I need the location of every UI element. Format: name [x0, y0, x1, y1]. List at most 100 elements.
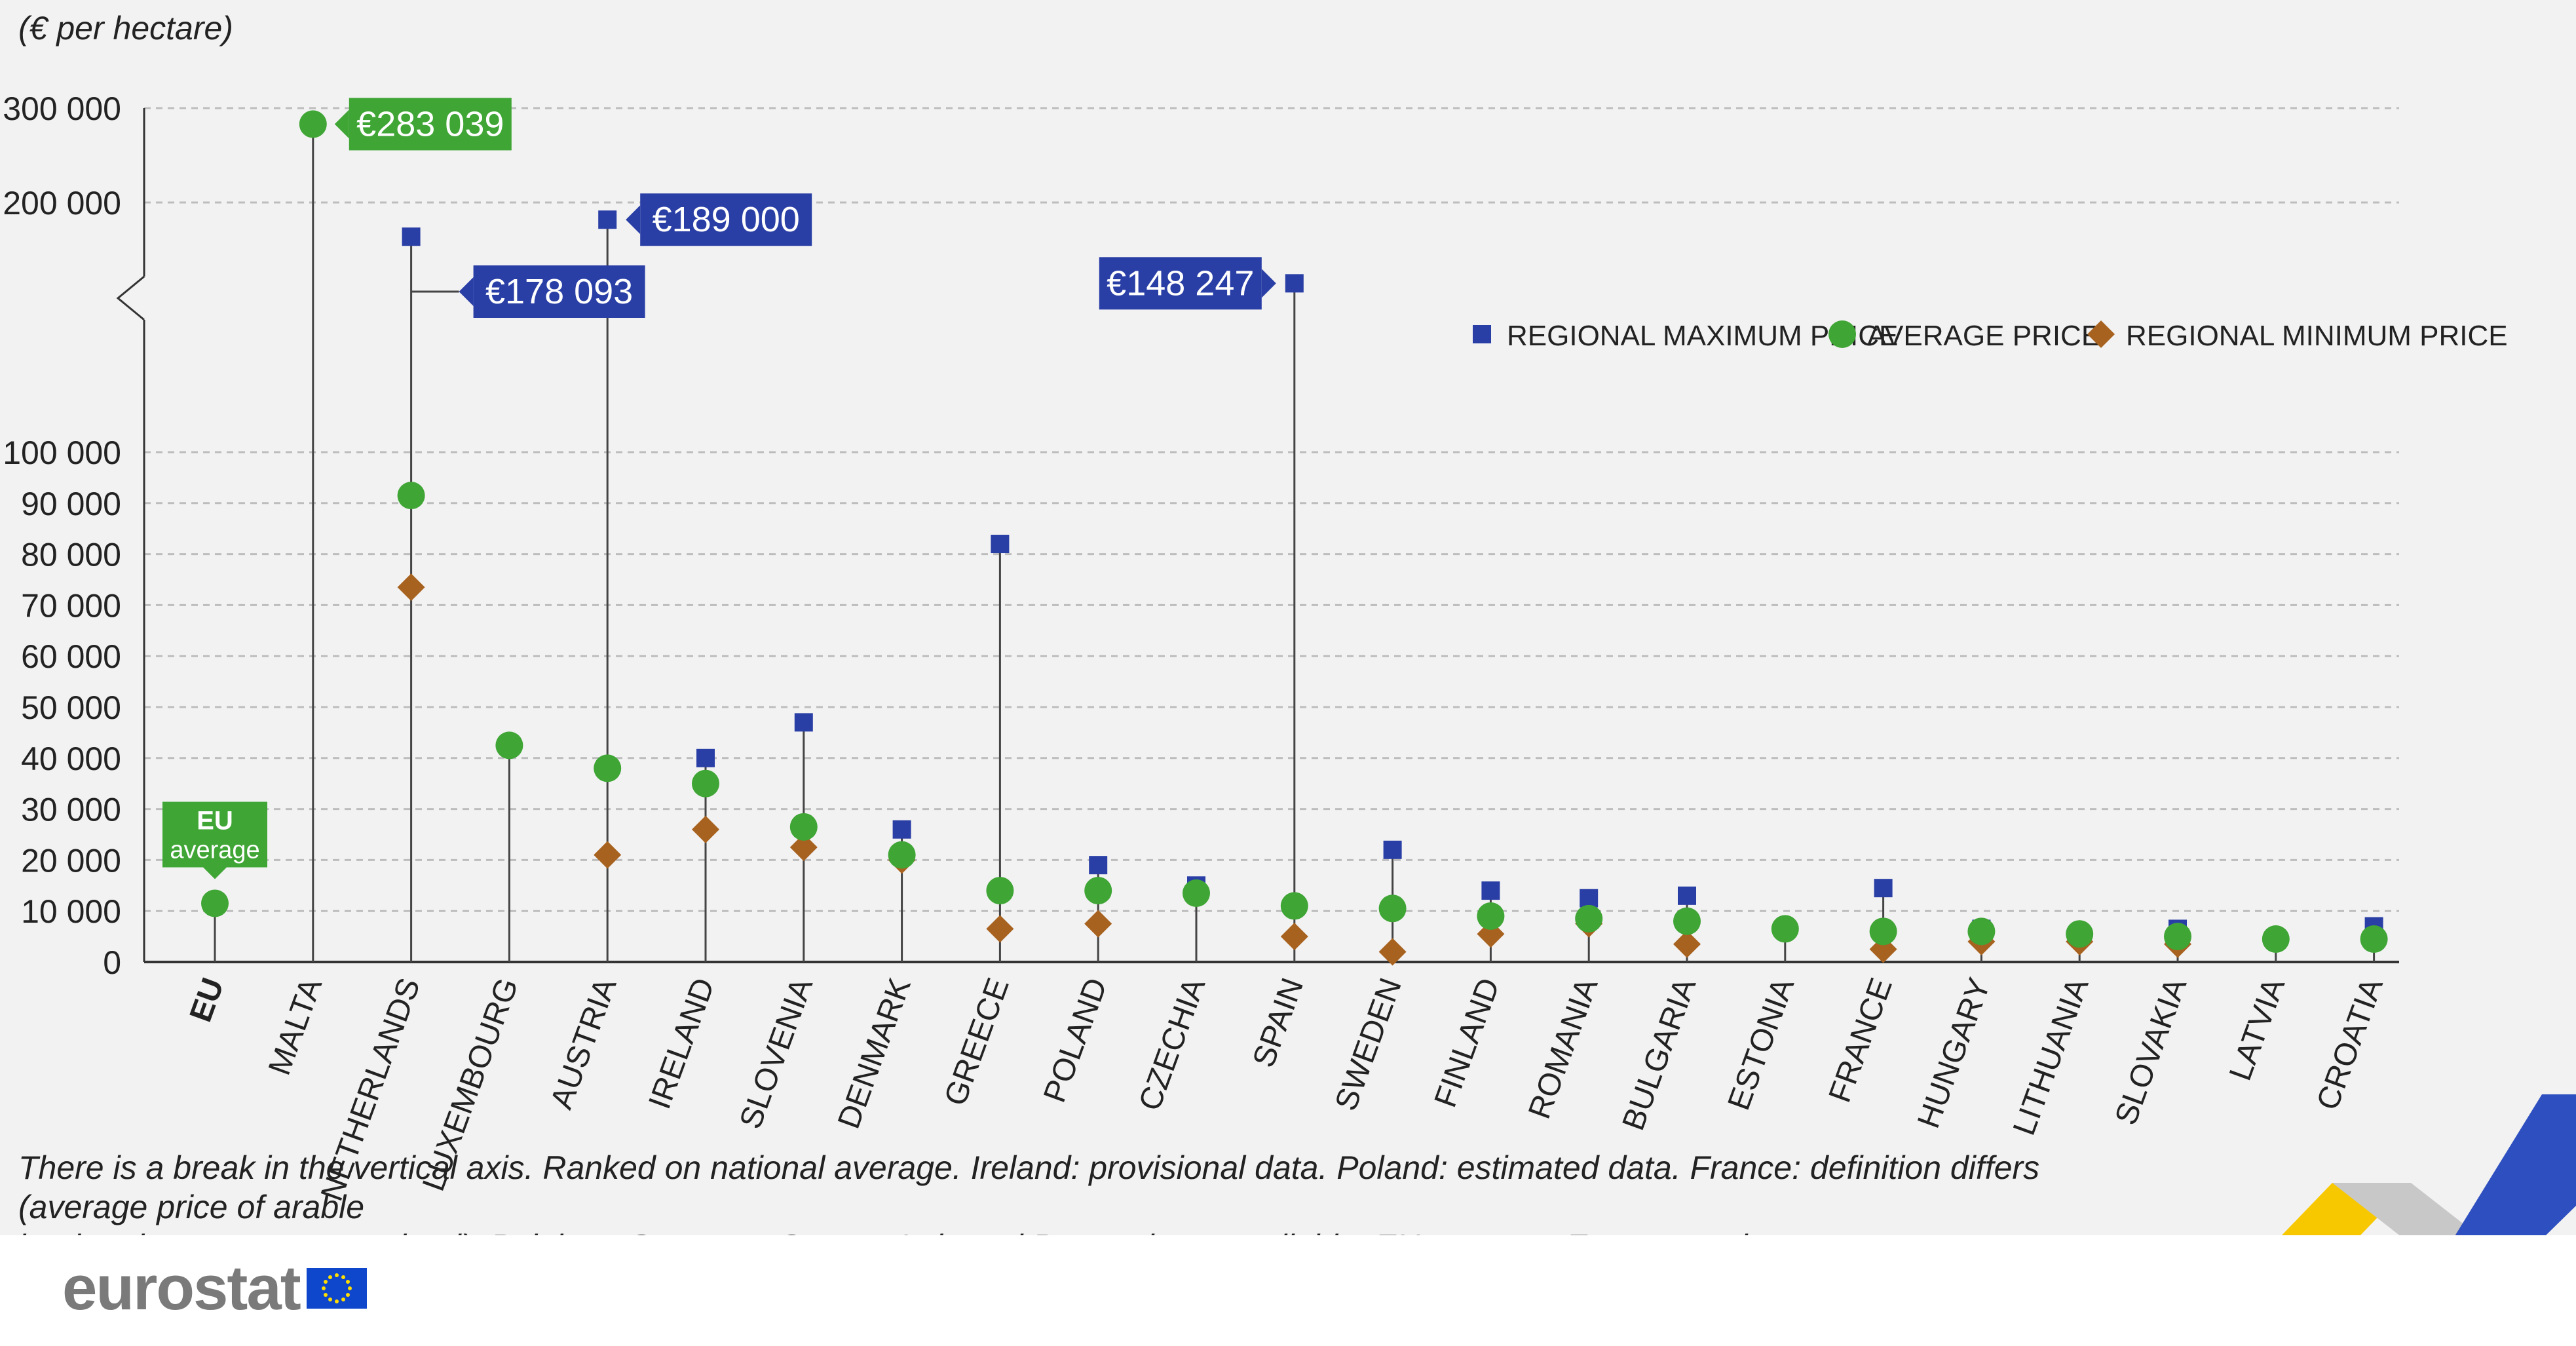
callout-text: €178 093: [485, 272, 633, 311]
y-tick-label: 60 000: [21, 638, 121, 675]
average-price-marker: [201, 889, 229, 917]
value-callout: €189 000: [626, 193, 812, 246]
y-tick-label: 300 000: [3, 90, 121, 127]
average-price-marker: [1575, 904, 1603, 933]
x-tick-label: AUSTRIA: [544, 974, 624, 1114]
callout-text: €283 039: [356, 104, 504, 144]
max-price-marker: [1285, 274, 1304, 293]
y-tick-label: 90 000: [21, 486, 121, 522]
callout-pointer: [334, 109, 349, 139]
y-tick-label: 80 000: [21, 537, 121, 573]
ribbon-blue: [2437, 1094, 2576, 1265]
legend-label: REGIONAL MINIMUM PRICE: [2126, 320, 2508, 352]
average-price-marker: [397, 482, 425, 510]
footer: [0, 1235, 2576, 1346]
unit-label: (€ per hectare): [18, 10, 233, 47]
callout-text: average: [170, 837, 259, 864]
y-tick-label: 50 000: [21, 689, 121, 726]
value-callout: €148 247: [1099, 257, 1276, 310]
callout-box: [473, 265, 645, 318]
average-price-marker: [495, 731, 523, 760]
legend-label: AVERAGE PRICE: [1867, 320, 2100, 352]
average-price-marker: [1183, 879, 1210, 907]
max-price-marker: [1089, 856, 1108, 875]
average-price-marker: [888, 841, 916, 869]
average-price-marker: [1771, 915, 1799, 943]
x-tick-label: POLAND: [1037, 974, 1114, 1107]
y-tick-label: 100 000: [3, 434, 121, 471]
average-price-marker: [2360, 925, 2388, 953]
x-tick-label: MALTA: [262, 974, 329, 1080]
average-price-marker: [299, 110, 327, 138]
average-price-marker: [2262, 925, 2290, 953]
max-price-marker: [696, 748, 715, 767]
average-price-marker: [789, 813, 818, 841]
callout-box: [640, 193, 812, 246]
x-tick-label: DENMARK: [831, 974, 918, 1134]
eurostat-logo: eurostat: [62, 1257, 367, 1320]
x-tick-label: SPAIN: [1246, 974, 1310, 1072]
x-tick-label: GREECE: [938, 974, 1016, 1111]
x-tick-label: BULGARIA: [1616, 974, 1703, 1135]
footnote-line-1: There is a break in the vertical axis. R…: [18, 1149, 2040, 1225]
x-tick-label: CROATIA: [2310, 974, 2390, 1115]
min-price-marker: [397, 573, 425, 602]
min-price-marker: [1084, 910, 1112, 938]
grid: [144, 107, 2399, 912]
legend-item: REGIONAL MINIMUM PRICE: [2087, 320, 2508, 352]
axis-break-mark: [116, 275, 145, 321]
legend-swatch: [2087, 320, 2115, 348]
average-price-marker: [1084, 877, 1112, 905]
callout-text: €148 247: [1107, 263, 1254, 303]
logo-text: eurostat: [62, 1253, 301, 1323]
max-price-marker: [1874, 879, 1893, 898]
min-price-marker: [594, 841, 622, 869]
average-price-marker: [1477, 902, 1505, 930]
callouts: €283 039 €178 093 €189 000 €148 247 EUaverag…: [162, 98, 1276, 879]
y-tick-label: 70 000: [21, 587, 121, 624]
callout-pointer: [203, 867, 227, 879]
max-price-marker: [1481, 881, 1500, 900]
x-tick-label: LATVIA: [2223, 974, 2292, 1085]
x-tick-label: CZECHIA: [1132, 974, 1212, 1115]
average-price-marker: [2164, 923, 2191, 951]
average-price-marker: [1967, 917, 1996, 946]
average-price-marker: [1378, 894, 1407, 923]
y-tick-label: 0: [103, 944, 121, 981]
x-tick-label: IRELAND: [642, 974, 721, 1114]
callout-text: EU: [197, 807, 233, 836]
average-price-marker: [594, 754, 622, 782]
average-price-marker: [692, 769, 719, 798]
legend-swatch: [1473, 325, 1491, 343]
min-price-marker: [986, 915, 1014, 943]
eu-flag-icon: [306, 1268, 367, 1309]
value-callout: €178 093: [411, 265, 645, 318]
max-price-marker: [1678, 886, 1696, 905]
x-tick-label: FRANCE: [1823, 974, 1899, 1107]
x-tick-label: LITHUANIA: [2007, 974, 2096, 1140]
min-price-marker: [789, 833, 818, 861]
callout-pointer: [459, 277, 474, 306]
y-tick-label: 40 000: [21, 740, 121, 777]
max-price-marker: [991, 535, 1010, 554]
legend-swatch: [1828, 320, 1856, 348]
max-price-marker: [1580, 889, 1599, 908]
callout-text: €189 000: [653, 200, 800, 239]
min-price-marker: [1378, 938, 1407, 966]
callout-pointer: [626, 205, 641, 235]
y-tick-label: 10 000: [21, 893, 121, 930]
x-tick-label: EU: [183, 974, 231, 1027]
x-tick-label: ESTONIA: [1722, 974, 1802, 1115]
y-tick-label: 30 000: [21, 792, 121, 828]
x-tick-label: HUNGARY: [1911, 974, 1998, 1133]
data-marks: [201, 110, 2388, 966]
x-tick-label: FINLAND: [1428, 974, 1507, 1112]
average-price-marker: [1869, 917, 1897, 946]
callout-box: [162, 801, 267, 868]
callout-box: [1099, 257, 1262, 310]
x-tick-label: SWEDEN: [1329, 974, 1409, 1115]
callout-box: [349, 98, 512, 151]
